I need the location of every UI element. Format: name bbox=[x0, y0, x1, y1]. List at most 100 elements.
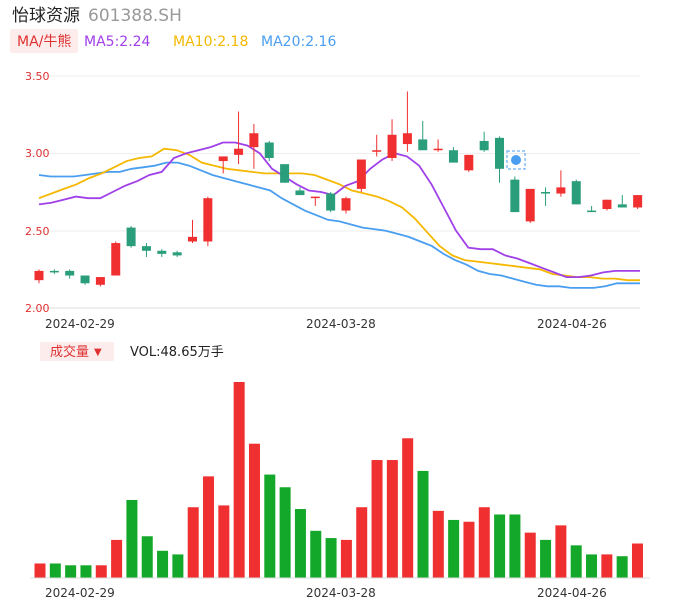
candle-body bbox=[479, 140, 489, 151]
volume-tag-box[interactable] bbox=[40, 342, 114, 361]
candle-body bbox=[556, 187, 566, 194]
y-tick-label: 3.00 bbox=[25, 147, 50, 160]
candle-body bbox=[617, 204, 627, 208]
candle-body bbox=[249, 133, 259, 148]
volume-bar bbox=[540, 539, 552, 578]
moving-average-lines bbox=[38, 141, 640, 289]
candle-body bbox=[111, 243, 121, 276]
candle-body bbox=[433, 148, 443, 151]
candle-body bbox=[341, 198, 351, 211]
volume-bar bbox=[371, 460, 383, 578]
ma20-legend: MA20:2.16 bbox=[261, 34, 336, 50]
candle-body bbox=[464, 154, 474, 171]
volume-bar bbox=[325, 538, 337, 578]
candle-body bbox=[80, 275, 90, 284]
candle-body bbox=[234, 148, 244, 155]
volume-bar bbox=[126, 499, 138, 578]
candle-body bbox=[495, 137, 504, 169]
volume-bar bbox=[616, 556, 628, 578]
volume-bar bbox=[141, 536, 153, 578]
y-tick-label: 2.50 bbox=[25, 225, 50, 238]
candle-body bbox=[218, 156, 228, 162]
candle-body bbox=[203, 198, 213, 242]
volume-bar bbox=[279, 487, 291, 578]
candle-body bbox=[188, 236, 197, 242]
volume-bar bbox=[494, 514, 506, 578]
ma10-line bbox=[38, 147, 640, 282]
candle-body bbox=[49, 270, 59, 273]
volume-bar bbox=[233, 382, 245, 578]
ma-tag-box[interactable] bbox=[10, 29, 78, 53]
volume-bar bbox=[356, 507, 368, 578]
volume-bar bbox=[218, 505, 230, 578]
volume-bar bbox=[417, 470, 429, 578]
candlesticks bbox=[34, 91, 643, 287]
volume-bar bbox=[432, 510, 444, 578]
ma5-legend: MA5:2.24 bbox=[84, 34, 151, 50]
x-tick-label: 2024-03-28 bbox=[306, 317, 376, 331]
candle-body bbox=[448, 150, 458, 163]
y-tick-label: 3.50 bbox=[25, 70, 50, 83]
y-tick-label: 2.00 bbox=[25, 302, 50, 315]
candle-body bbox=[525, 188, 535, 222]
x-tick-label: 2024-04-26 bbox=[537, 586, 607, 600]
candle-body bbox=[310, 196, 320, 199]
volume-label: VOL:48.65万手 bbox=[130, 345, 224, 360]
volume-tag[interactable]: 成交量 bbox=[50, 344, 89, 360]
volume-bar bbox=[248, 443, 260, 578]
volume-bar bbox=[172, 554, 184, 578]
candle-body bbox=[402, 133, 412, 145]
candle-body bbox=[602, 199, 612, 210]
candle-body bbox=[95, 277, 105, 285]
ma-tag[interactable]: MA/牛熊 bbox=[17, 34, 71, 50]
candle-body bbox=[280, 164, 290, 183]
candle-body bbox=[356, 159, 366, 189]
candle-body bbox=[541, 192, 551, 194]
x-tick-label: 2024-03-28 bbox=[306, 586, 376, 600]
candle-body bbox=[510, 179, 520, 213]
volume-bar bbox=[95, 565, 107, 578]
candle-body bbox=[157, 250, 167, 254]
volume-bar bbox=[601, 554, 613, 578]
candle-body bbox=[326, 193, 336, 211]
volume-bar bbox=[463, 521, 475, 578]
candle-body bbox=[372, 150, 382, 152]
volume-bar bbox=[570, 545, 582, 578]
ma10-legend: MA10:2.18 bbox=[173, 34, 248, 50]
volume-bar bbox=[264, 474, 276, 578]
stock-name: 怡球资源 bbox=[12, 6, 80, 26]
x-tick-label: 2024-02-29 bbox=[45, 317, 115, 331]
candle-body bbox=[264, 142, 274, 158]
chevron-down-icon[interactable]: ▼ bbox=[94, 347, 102, 358]
volume-bar bbox=[402, 438, 414, 578]
volume-bar bbox=[49, 563, 61, 578]
candle-body bbox=[295, 190, 305, 196]
volume-bar bbox=[34, 563, 46, 578]
candle-body bbox=[65, 270, 75, 276]
candle-body bbox=[571, 181, 581, 205]
volume-bar bbox=[203, 476, 215, 578]
volume-bar bbox=[524, 532, 536, 578]
candle-body bbox=[141, 246, 151, 251]
volume-bar bbox=[310, 530, 322, 578]
candle-body bbox=[633, 195, 643, 208]
volume-bar bbox=[448, 519, 460, 578]
volume-bar bbox=[111, 539, 123, 578]
volume-bar bbox=[631, 543, 643, 578]
candle-body bbox=[172, 252, 182, 256]
volume-bar bbox=[187, 507, 199, 578]
ma20-line bbox=[38, 161, 640, 289]
volume-bar bbox=[65, 565, 77, 578]
x-tick-label: 2024-04-26 bbox=[537, 317, 607, 331]
candle-body bbox=[587, 210, 597, 213]
x-tick-label: 2024-02-29 bbox=[45, 586, 115, 600]
cursor-marker-icon[interactable] bbox=[506, 150, 526, 170]
volume-bar bbox=[555, 525, 567, 578]
volume-bar bbox=[340, 539, 352, 578]
volume-bar bbox=[586, 554, 598, 578]
volume-bar bbox=[294, 509, 306, 578]
candle-body bbox=[418, 139, 428, 151]
volume-bar bbox=[157, 550, 169, 578]
volume-bar bbox=[80, 565, 92, 578]
